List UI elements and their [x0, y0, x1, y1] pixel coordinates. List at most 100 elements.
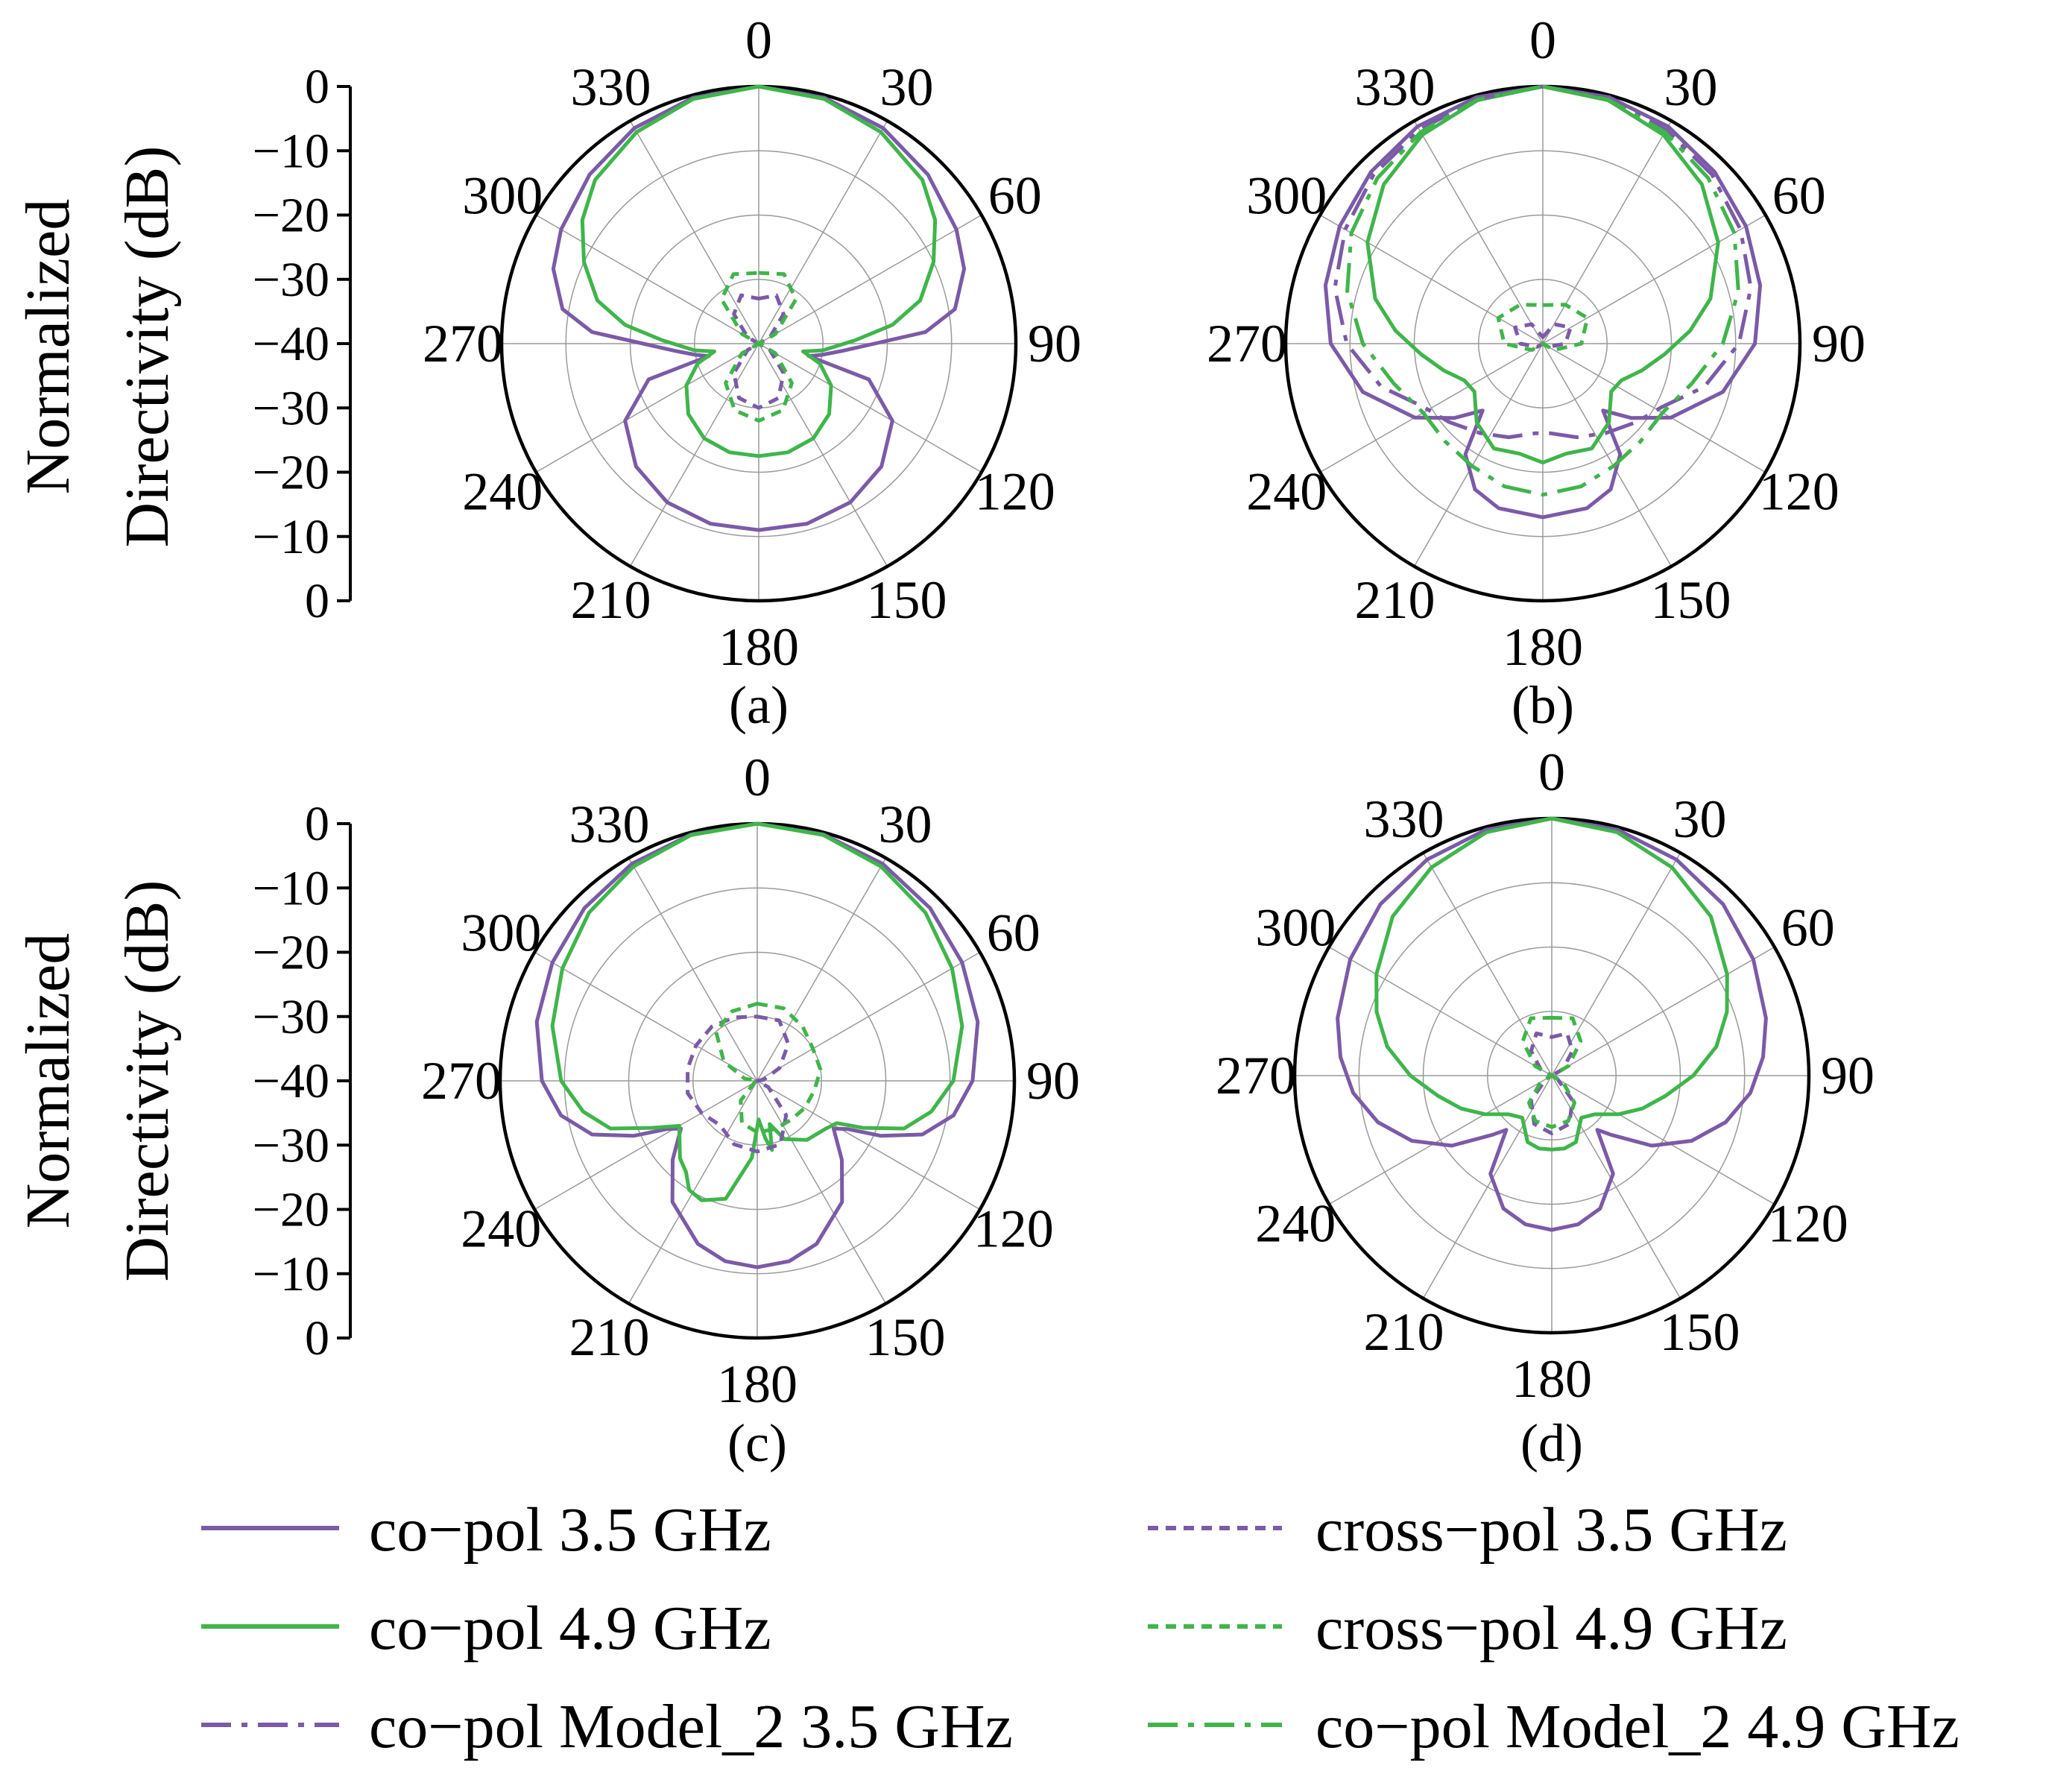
series-solid-green — [1365, 84, 1720, 465]
angle-label: 60 — [1781, 898, 1835, 958]
angle-label: 0 — [1538, 742, 1565, 802]
angle-label: 300 — [1255, 898, 1336, 958]
angle-label: 120 — [973, 1199, 1054, 1259]
series-dashed-green — [1520, 1015, 1583, 1129]
angle-label: 330 — [569, 795, 650, 854]
angle-label: 30 — [879, 795, 932, 854]
grid-spoke — [535, 214, 759, 344]
grid-spoke — [1551, 1075, 1775, 1205]
angle-label: 240 — [461, 1199, 541, 1259]
angle-label: 300 — [1246, 166, 1327, 226]
grid-spoke — [758, 214, 982, 344]
grid-spoke — [1328, 1075, 1553, 1205]
axis-title-line2: Directivity (dB) — [113, 146, 182, 548]
angle-label: 240 — [1246, 462, 1327, 522]
series-solid-purple — [1336, 816, 1768, 1232]
angle-label: 30 — [1664, 57, 1718, 117]
angle-label: 270 — [1207, 314, 1287, 373]
grid-spoke — [757, 1080, 887, 1304]
angle-label: 0 — [744, 748, 771, 807]
scale-tick-label: −40 — [253, 1054, 329, 1108]
grid-spoke — [1319, 343, 1544, 473]
panel-label-b: (b) — [1512, 675, 1574, 735]
scale-tick-label: −10 — [253, 124, 329, 178]
grid-spoke — [1551, 1075, 1681, 1299]
grid-spoke — [758, 343, 982, 473]
grid-spoke — [535, 343, 759, 473]
grid-spoke — [1422, 1075, 1553, 1299]
angle-label: 300 — [461, 903, 541, 963]
angle-label: 90 — [1821, 1046, 1874, 1105]
axis-title-c: Normalized Directivity (dB) — [13, 880, 182, 1282]
grid-spoke — [1413, 343, 1544, 567]
axis-title-line1: Normalized — [13, 933, 83, 1229]
grid-spoke — [1319, 214, 1544, 344]
legend-item: co−pol 4.9 GHz — [201, 1594, 771, 1663]
panel-label-a: (a) — [729, 675, 789, 735]
angle-label: 0 — [745, 10, 772, 70]
angle-label: 60 — [1772, 166, 1826, 226]
grid-spoke — [629, 120, 759, 344]
angle-label: 150 — [1660, 1302, 1740, 1362]
scale-tick-label: −30 — [253, 253, 329, 307]
angle-label: 210 — [1355, 570, 1435, 630]
angle-label: 120 — [1768, 1194, 1848, 1254]
scale-tick-label: −30 — [253, 990, 329, 1044]
scale-tick-label: −40 — [253, 317, 329, 371]
grid-spoke — [1542, 343, 1766, 473]
angle-label: 30 — [1673, 789, 1727, 849]
polar-panel-c: 0 30 60 90 120 150 180 210 240 270 300 330 — [421, 748, 1080, 1414]
angle-label: 120 — [1759, 462, 1839, 522]
series-dashed-green — [1496, 303, 1590, 353]
radial-scale-c: 0 −10 −20 −30 −40 −30 −20 −10 0 — [253, 797, 352, 1366]
angle-label: 330 — [571, 57, 651, 117]
grid-spoke — [758, 120, 888, 344]
scale-tick-label: −20 — [253, 1183, 329, 1237]
angle-label: 180 — [1512, 1349, 1592, 1409]
legend-item: co−pol 3.5 GHz — [201, 1495, 771, 1565]
series-dashdot-green — [1345, 84, 1740, 497]
axis-title-line1: Normalized — [13, 199, 83, 495]
grid-spoke — [1422, 852, 1553, 1076]
legend-label: cross−pol 4.9 GHz — [1315, 1594, 1787, 1663]
series-dashed-green — [714, 1002, 823, 1135]
legend-item: co−pol Model_2 4.9 GHz — [1148, 1692, 1959, 1761]
legend-label: co−pol 4.9 GHz — [369, 1594, 771, 1663]
legend-item: cross−pol 4.9 GHz — [1148, 1594, 1787, 1663]
angle-label: 120 — [975, 462, 1055, 522]
angle-label: 0 — [1529, 10, 1556, 70]
series-solid-green — [550, 821, 964, 1202]
grid-spoke — [757, 857, 887, 1082]
angle-label: 300 — [462, 166, 543, 226]
angle-label: 180 — [718, 617, 799, 677]
legend-item: co−pol Model_2 3.5 GHz — [201, 1692, 1013, 1761]
series-solid-purple — [534, 821, 980, 1269]
legend: co−pol 3.5 GHz cross−pol 3.5 GHz co−pol … — [201, 1495, 1959, 1761]
angle-label: 210 — [571, 570, 651, 630]
angle-label: 330 — [1364, 789, 1444, 849]
series-solid-purple — [1323, 84, 1763, 520]
legend-label: co−pol Model_2 3.5 GHz — [369, 1692, 1013, 1761]
angle-label: 150 — [865, 1307, 946, 1367]
grid-spoke — [757, 1080, 981, 1211]
scale-tick-label: 0 — [305, 1311, 329, 1366]
scale-tick-label: −30 — [253, 1118, 329, 1173]
angle-label: 210 — [569, 1307, 650, 1367]
angle-label: 270 — [423, 314, 503, 373]
grid-spoke — [534, 951, 758, 1082]
angle-label: 90 — [1026, 1051, 1080, 1111]
grid-spoke — [1542, 120, 1673, 344]
radial-scale-a: 0 −10 −20 −30 −40 −30 −20 −10 0 — [253, 60, 352, 628]
series-dashed-green — [719, 271, 798, 423]
angle-label: 270 — [421, 1051, 502, 1111]
grid-spoke — [1328, 946, 1553, 1076]
series-solid-green — [1374, 816, 1729, 1152]
grid-spoke — [1551, 852, 1681, 1076]
scale-tick-label: −30 — [253, 381, 329, 435]
grid-spoke — [1551, 946, 1775, 1076]
polar-panel-d: 0 30 60 90 120 150 180 210 240 270 300 330 — [1216, 742, 1874, 1409]
angle-label: 210 — [1364, 1302, 1444, 1362]
axis-title-line2: Directivity (dB) — [113, 880, 182, 1282]
angle-label: 240 — [462, 462, 543, 522]
